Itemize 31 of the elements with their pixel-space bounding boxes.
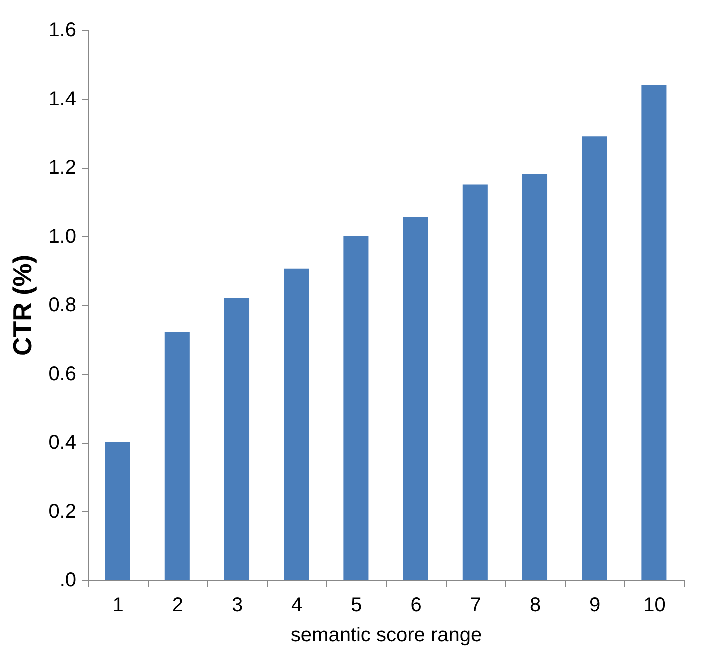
bar [403,217,428,580]
y-tick-label: 0.6 [48,363,76,386]
bar [164,332,190,580]
bar [642,85,667,580]
x-tick-label: 2 [172,594,184,616]
bar [344,236,369,580]
y-tick-label: 0.4 [48,432,76,454]
x-tick-label: 8 [530,594,542,616]
bar [224,298,250,580]
bar [284,268,310,580]
y-tick-label: 0.8 [48,294,76,316]
y-tick-label: 0.2 [48,500,76,523]
x-tick-label: 7 [470,594,482,616]
x-tick-label: 3 [232,594,244,616]
y-axis-title: CTR (%) [8,254,38,356]
x-tick-label: 6 [410,594,422,616]
x-tick-label: 9 [590,594,601,616]
y-tick-label: .0 [60,570,76,592]
y-tick-label: 1.6 [48,20,76,42]
x-axis-title: semantic score range [290,624,482,646]
x-tick-label: 10 [644,594,666,616]
bar [582,136,608,580]
x-tick-label: 5 [351,594,362,616]
x-tick-label: 1 [112,594,124,616]
bar [462,184,488,580]
y-tick-label: 1.4 [48,88,76,110]
x-tick-label: 4 [292,594,303,616]
y-tick-label: 1.0 [48,226,76,248]
y-tick-label: 1.2 [48,157,76,179]
bar [105,442,130,580]
bar [522,174,548,580]
